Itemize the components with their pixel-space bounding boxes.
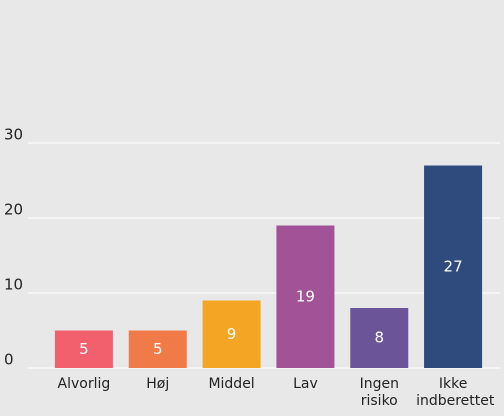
x-tick-label: Høj <box>146 376 170 392</box>
bar <box>202 300 261 368</box>
y-tick-label: 0 <box>4 351 14 369</box>
x-tick-label: Middel <box>208 376 255 392</box>
x-tick-label: Lav <box>293 376 318 392</box>
value-label: 27 <box>444 257 463 275</box>
bar <box>128 330 187 368</box>
value-label: 9 <box>227 325 237 343</box>
value-label: 19 <box>296 287 315 305</box>
value-label: 5 <box>153 340 163 358</box>
x-tick-label: Alvorlig <box>57 376 111 392</box>
x-tick-label: Ikke indberettet <box>416 376 495 409</box>
y-tick-label: 10 <box>4 276 23 294</box>
bar <box>350 308 409 368</box>
x-tick-label: Ingen risiko <box>359 376 399 409</box>
value-label: 5 <box>79 340 89 358</box>
y-tick-label: 30 <box>4 126 23 144</box>
y-tick-label: 20 <box>4 201 23 219</box>
value-label: 8 <box>374 329 384 347</box>
bar <box>424 165 483 368</box>
bar <box>54 330 113 368</box>
bar <box>276 225 335 368</box>
